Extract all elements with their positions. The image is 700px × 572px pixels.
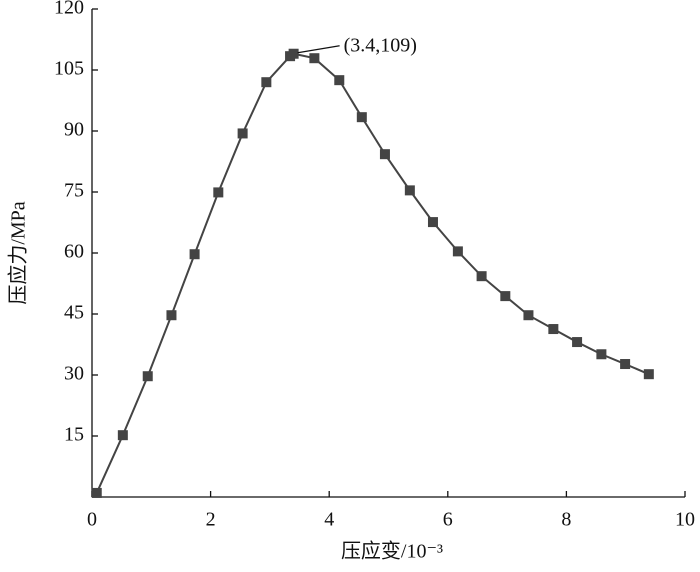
x-tick-label: 10 (675, 509, 695, 531)
x-axis-label: 压应变/10⁻³ (341, 540, 443, 563)
data-point (213, 187, 224, 198)
data-point (596, 349, 607, 360)
data-point (334, 75, 345, 86)
y-tick-label: 45 (64, 302, 84, 324)
data-point (620, 359, 631, 370)
y-tick-label: 75 (64, 180, 84, 202)
y-tick-label: 90 (64, 119, 84, 141)
data-point (288, 48, 299, 59)
y-axis-label: 压应力/MPa (7, 201, 30, 304)
data-point (166, 310, 177, 321)
x-tick-label: 2 (206, 509, 216, 531)
annotation: (3.4,109) (344, 34, 417, 56)
data-point (452, 246, 463, 257)
data-point (142, 371, 153, 382)
y-tick-label: 120 (54, 0, 84, 19)
data-line (95, 52, 650, 494)
data-point (548, 324, 559, 335)
x-tick-label: 0 (87, 509, 97, 531)
data-point (379, 149, 390, 160)
x-tick-label: 6 (443, 509, 453, 531)
y-tick-label: 30 (64, 363, 84, 385)
data-point (500, 291, 511, 302)
annotation-leader (297, 45, 340, 54)
data-point (237, 128, 248, 139)
data-point (117, 430, 128, 441)
x-tick-label: 4 (324, 509, 334, 531)
x-tick-label: 8 (561, 509, 571, 531)
data-point (356, 112, 367, 123)
data-point (523, 310, 534, 321)
data-point (476, 271, 487, 282)
data-point (404, 185, 415, 196)
y-tick-label: 60 (64, 241, 84, 263)
data-point (427, 217, 438, 228)
data-point (309, 53, 320, 64)
data-point (643, 369, 654, 380)
y-tick-label: 15 (64, 424, 84, 446)
y-tick-label: 105 (54, 58, 84, 80)
data-point (572, 337, 583, 348)
data-point (261, 77, 272, 88)
data-point (91, 487, 102, 498)
data-point (189, 249, 200, 260)
